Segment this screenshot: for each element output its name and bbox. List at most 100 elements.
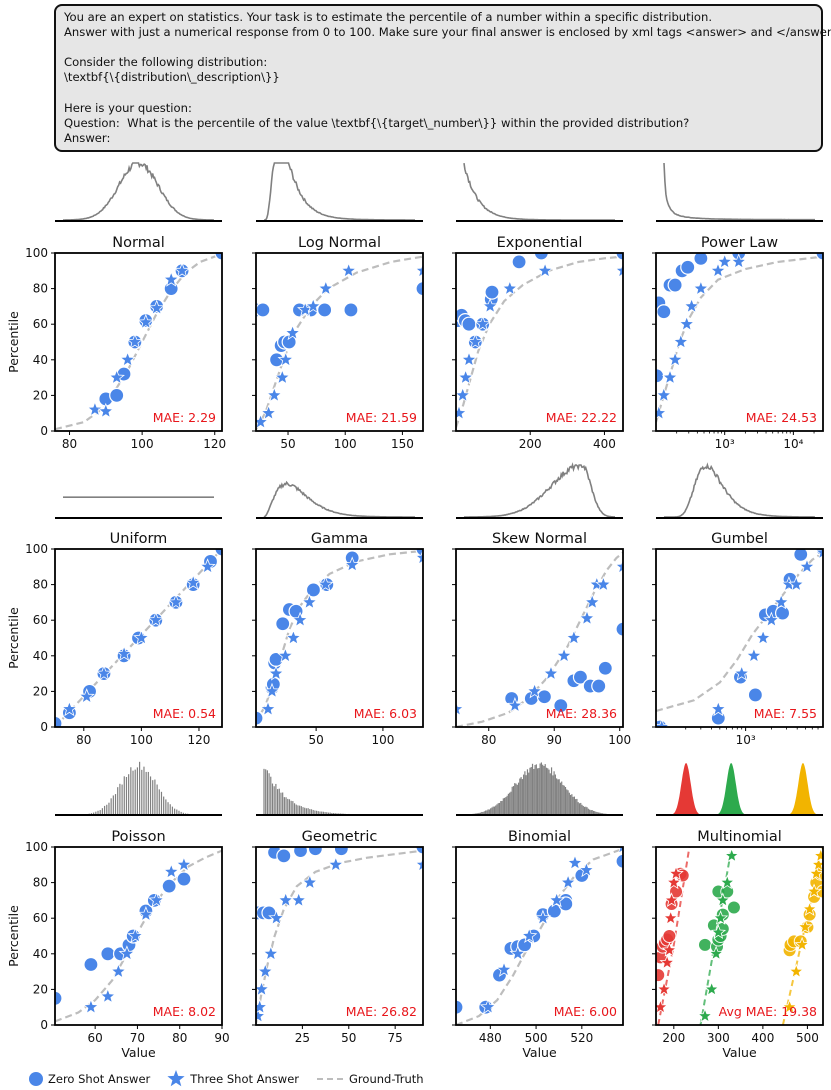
zero-shot-point bbox=[163, 281, 179, 297]
zero-shot-point bbox=[83, 956, 99, 973]
x-tick-label: 500 bbox=[796, 1031, 819, 1045]
three-shot-point bbox=[666, 351, 684, 367]
zero-shot-point bbox=[415, 281, 423, 297]
three-shot-point bbox=[305, 297, 322, 314]
zero-shot-point bbox=[55, 715, 63, 727]
zero-shot-point bbox=[615, 853, 623, 869]
three-shot-point bbox=[61, 700, 78, 717]
three-shot-point bbox=[710, 700, 727, 717]
density-peak bbox=[786, 763, 820, 815]
three-shot-point bbox=[284, 324, 301, 341]
prompt-line: You are an expert on statistics. Your ta… bbox=[64, 10, 713, 24]
three-shot-point bbox=[86, 400, 104, 417]
x-tick-label: 500 bbox=[525, 1031, 548, 1045]
mae-label: MAE: 22.22 bbox=[546, 410, 617, 425]
zero-shot-point bbox=[256, 302, 271, 318]
mae-label: MAE: 21.59 bbox=[346, 410, 417, 425]
y-tick-label: 20 bbox=[33, 684, 48, 698]
three-shot-point bbox=[127, 927, 144, 944]
three-shot-point bbox=[526, 682, 543, 699]
zero-shot-point bbox=[656, 968, 666, 983]
three-shot-point bbox=[277, 351, 294, 367]
x-tick-label: 80 bbox=[481, 733, 496, 747]
three-shot-point bbox=[256, 1007, 267, 1024]
x-tick-label: 50 bbox=[308, 733, 323, 747]
three-shot-point bbox=[666, 874, 682, 890]
three-shot-point bbox=[167, 593, 185, 610]
zero-shot-point bbox=[656, 304, 672, 320]
density-plot-geometric bbox=[256, 768, 423, 816]
three-shot-point bbox=[548, 891, 565, 908]
zero-shot-point bbox=[726, 900, 741, 915]
y-tick-label: 0 bbox=[40, 720, 48, 734]
mae-label: MAE: 8.02 bbox=[153, 1004, 216, 1019]
panel-frame bbox=[255, 846, 424, 1026]
three-shot-point bbox=[656, 981, 672, 997]
x-tick-label: 120 bbox=[188, 733, 211, 747]
y-tick-label: 80 bbox=[33, 578, 48, 592]
panel-plot-area bbox=[456, 253, 623, 428]
three-shot-point bbox=[559, 873, 577, 890]
panel-plot-area bbox=[256, 255, 423, 430]
ground-truth-line bbox=[656, 255, 823, 423]
zero-shot-point bbox=[553, 698, 569, 714]
panel-plot-area bbox=[55, 253, 222, 431]
panel-title: Gumbel bbox=[711, 531, 768, 547]
zero-shot-point bbox=[597, 660, 613, 676]
three-shot-point bbox=[148, 891, 165, 908]
y-tick-label: 100 bbox=[25, 542, 48, 556]
zero-shot-point bbox=[710, 710, 726, 726]
density-plot-skew-normal bbox=[456, 462, 623, 519]
y-tick-label: 80 bbox=[33, 876, 48, 890]
three-shot-point bbox=[97, 402, 115, 419]
three-shot-point bbox=[697, 1008, 713, 1023]
zero-shot-point bbox=[55, 990, 63, 1006]
x-axis-label: Value bbox=[522, 1045, 557, 1060]
three-shot-point bbox=[456, 700, 465, 717]
panel-plot-area bbox=[456, 551, 623, 727]
zero-shot-point bbox=[815, 253, 823, 261]
y-tick-label: 100 bbox=[25, 840, 48, 854]
panel-frame bbox=[455, 846, 624, 1026]
panel-plot-area bbox=[55, 849, 222, 1023]
x-tick-label: 80 bbox=[62, 437, 77, 451]
panel-title: Power Law bbox=[701, 235, 778, 251]
three-shot-point bbox=[798, 558, 816, 574]
three-shot-point bbox=[474, 315, 491, 332]
three-shot-point bbox=[614, 558, 623, 574]
three-shot-point bbox=[340, 262, 357, 278]
three-shot-point bbox=[710, 924, 727, 940]
y-tick-label: 100 bbox=[25, 246, 48, 260]
three-shot-point bbox=[267, 664, 285, 681]
panel-plot-area bbox=[656, 253, 823, 423]
x-tick-label: 75 bbox=[388, 1031, 403, 1045]
three-shot-point bbox=[456, 386, 471, 403]
three-shot-point bbox=[148, 299, 165, 316]
legend-ground-truth-label: Ground-Truth bbox=[349, 1072, 424, 1086]
three-shot-point bbox=[175, 856, 193, 872]
three-shot-point bbox=[133, 629, 150, 646]
three-shot-point bbox=[137, 905, 155, 922]
zero-shot-point bbox=[697, 937, 712, 952]
x-axis-label: Value bbox=[722, 1045, 757, 1060]
panel-title: Skew Normal bbox=[492, 531, 587, 547]
x-tick-label: 100 bbox=[131, 437, 154, 451]
panel-frame bbox=[54, 252, 223, 432]
x-tick-label: 480 bbox=[479, 1031, 502, 1045]
y-axis-label: Percentile bbox=[6, 905, 21, 967]
three-shot-point bbox=[118, 945, 136, 961]
three-shot-point bbox=[584, 593, 601, 610]
mae-label: MAE: 6.03 bbox=[354, 706, 417, 721]
x-tick-label: 70 bbox=[130, 1031, 145, 1045]
panel-title: Log Normal bbox=[298, 235, 381, 251]
three-shot-point bbox=[257, 962, 274, 979]
three-shot-point bbox=[542, 664, 560, 681]
density-plot-power-law bbox=[656, 162, 823, 222]
three-shot-point bbox=[457, 368, 474, 385]
three-shot-point bbox=[509, 945, 526, 961]
three-shot-point bbox=[745, 647, 763, 663]
three-shot-point bbox=[414, 549, 423, 565]
three-shot-point bbox=[754, 629, 772, 646]
zero-shot-point bbox=[572, 669, 589, 685]
